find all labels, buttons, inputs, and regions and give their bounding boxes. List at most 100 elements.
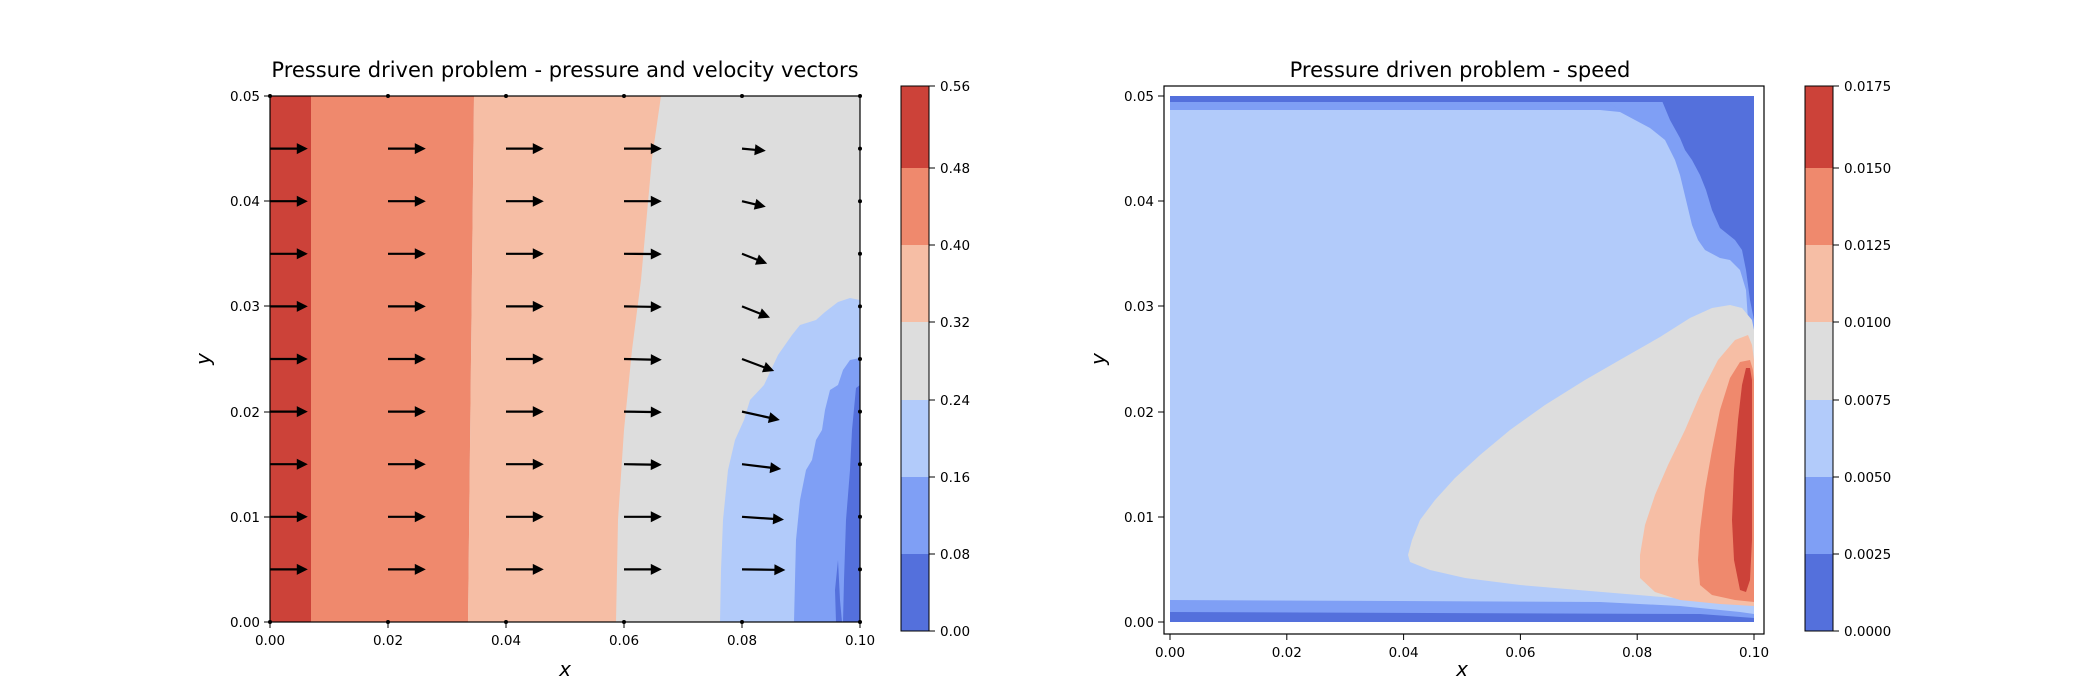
velocity-vector (624, 195, 662, 207)
colorbar-label: 0.0150 (1844, 161, 1891, 177)
velocity-vector (388, 300, 426, 312)
colorbar-swatch (1805, 322, 1833, 400)
velocity-vector (270, 300, 308, 312)
velocity-vector (388, 143, 426, 155)
velocity-vector (388, 406, 426, 418)
velocity-vector (506, 300, 544, 312)
velocity-vector (741, 462, 782, 474)
velocity-vector (270, 195, 308, 207)
colorbar-swatch (1805, 554, 1833, 631)
velocity-vector (388, 563, 426, 575)
pressure-level-0.00-0.08 (835, 560, 842, 622)
speed-y-ticks: 0.00 0.01 0.02 0.03 0.04 0.05 (1124, 89, 1164, 631)
colorbar-swatch (901, 245, 929, 322)
velocity-vector (506, 406, 544, 418)
y-tick-label: 0.05 (1124, 89, 1154, 105)
speed-level-0.0000-0.0025 (1170, 612, 1754, 622)
x-tick-label: 0.10 (845, 633, 875, 649)
speed-level-0.0025-0.0050 (1170, 102, 1620, 110)
colorbar-label: 0.0125 (1844, 238, 1891, 254)
y-tick-label: 0.00 (230, 615, 260, 631)
velocity-vector (506, 353, 544, 365)
x-tick-label: 0.10 (1739, 645, 1769, 661)
velocity-vector (506, 458, 544, 470)
pressure-level-0.32-0.40 (468, 96, 661, 622)
y-tick-label: 0.05 (230, 89, 260, 105)
colorbar-swatch (901, 400, 929, 477)
colorbar-label: 0.0175 (1844, 79, 1891, 95)
colorbar-swatch (1805, 477, 1833, 554)
velocity-vector (388, 195, 426, 207)
velocity-vector (270, 143, 308, 155)
velocity-vector (741, 144, 766, 156)
colorbar-label: 0.0075 (1844, 393, 1891, 409)
y-tick-label: 0.04 (1124, 194, 1154, 210)
speed-y-axis-label: y (1086, 352, 1110, 366)
colorbar-swatch (1805, 400, 1833, 477)
pressure-level-0.00-0.08 (843, 385, 860, 622)
colorbar-swatch (901, 168, 929, 245)
speed-contour-field (1164, 96, 1754, 622)
velocity-vector (270, 458, 308, 470)
velocity-vector (741, 198, 766, 210)
colorbar-swatch (901, 477, 929, 554)
velocity-vector (741, 410, 780, 423)
velocity-vector (624, 511, 662, 523)
y-tick-label: 0.04 (230, 194, 260, 210)
colorbar-label: 0.08 (940, 547, 970, 563)
colorbar-label: 0.00 (940, 624, 970, 640)
x-tick-label: 0.04 (1389, 645, 1419, 661)
x-tick-label: 0.04 (491, 633, 521, 649)
velocity-vector (388, 511, 426, 523)
velocity-vector (270, 563, 308, 575)
speed-level-0.0150-0.0175 (1732, 368, 1752, 592)
pressure-level-0.40-0.48 (270, 96, 474, 622)
velocity-vector (624, 354, 662, 366)
colorbar-swatch (1805, 86, 1833, 168)
velocity-vector (741, 305, 770, 319)
velocity-vector (624, 301, 662, 313)
velocity-vector (388, 248, 426, 260)
velocity-vector (388, 458, 426, 470)
colorbar-swatch (901, 86, 929, 168)
y-tick-label: 0.01 (1124, 510, 1154, 526)
speed-colorbar: 0.0000 0.0025 0.0050 0.0075 0.0100 0.012… (1804, 79, 1891, 640)
x-tick-label: 0.06 (609, 633, 639, 649)
pressure-x-axis-label: x (558, 657, 571, 681)
x-tick-label: 0.00 (1155, 645, 1185, 661)
colorbar-label: 0.56 (940, 79, 970, 95)
colorbar-label: 0.0100 (1844, 315, 1891, 331)
speed-plot-frame (1163, 85, 1765, 635)
velocity-vector (741, 513, 784, 525)
colorbar-swatch (1805, 168, 1833, 245)
pressure-x-ticks: 0.00 0.02 0.04 0.06 0.08 0.10 (255, 622, 875, 649)
x-tick-label: 0.02 (1272, 645, 1302, 661)
speed-level-0.0000-0.0025 (1170, 96, 1754, 102)
y-tick-label: 0.00 (1124, 615, 1154, 631)
velocity-vector (624, 406, 662, 418)
y-tick-label: 0.01 (230, 510, 260, 526)
pressure-chart-title: Pressure driven problem - pressure and v… (271, 58, 858, 82)
velocity-vector (506, 248, 544, 260)
colorbar-swatch (901, 554, 929, 631)
pressure-panel: Pressure driven problem - pressure and v… (191, 58, 970, 681)
colorbar-swatch (901, 322, 929, 400)
pressure-level-0.08-0.16 (794, 358, 860, 622)
velocity-vector (388, 353, 426, 365)
velocity-vector (624, 459, 662, 471)
colorbar-ticks (929, 85, 935, 632)
velocity-vector (624, 563, 662, 575)
x-tick-label: 0.08 (1622, 645, 1652, 661)
velocity-vector (270, 406, 308, 418)
y-tick-label: 0.02 (230, 405, 260, 421)
velocity-vectors (268, 94, 862, 624)
speed-level-0.0000-0.0025 (1660, 96, 1754, 320)
x-tick-label: 0.02 (373, 633, 403, 649)
colorbar-label: 0.16 (940, 470, 970, 486)
velocity-vector (741, 252, 768, 265)
velocity-vector (506, 563, 544, 575)
pressure-y-axis-label: y (191, 352, 215, 366)
velocity-vector (506, 143, 544, 155)
y-tick-label: 0.03 (1124, 299, 1154, 315)
